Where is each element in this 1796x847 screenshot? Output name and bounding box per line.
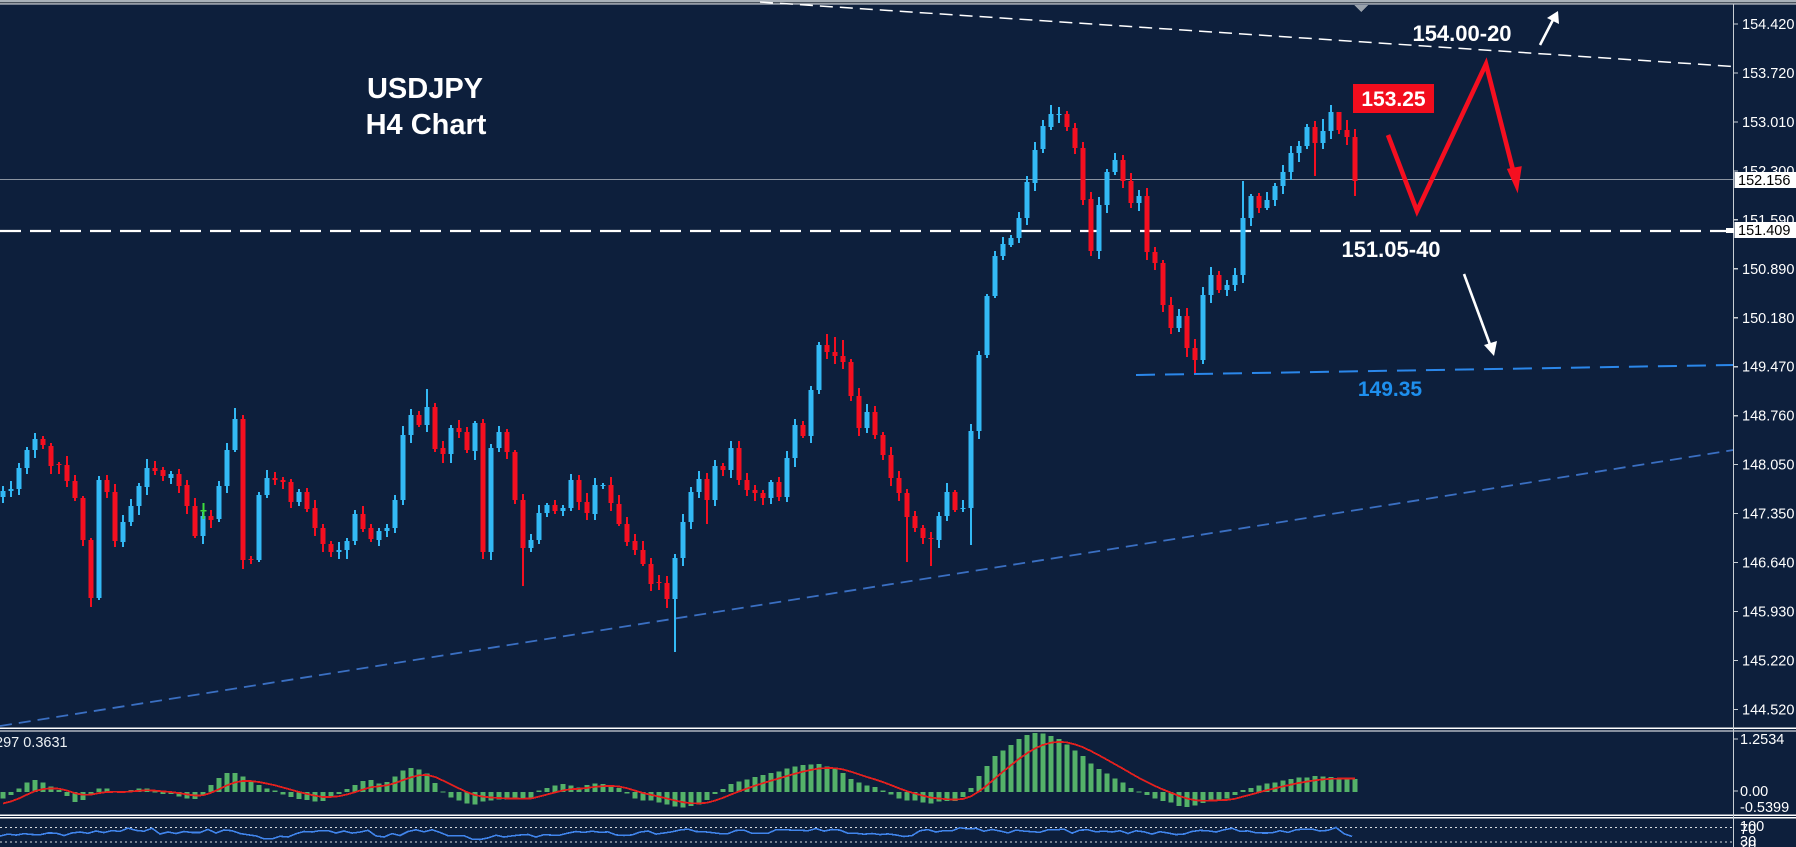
- svg-text:152.156: 152.156: [1738, 173, 1790, 189]
- svg-text:0.00: 0.00: [1740, 784, 1768, 800]
- svg-text:144.520: 144.520: [1742, 702, 1794, 718]
- svg-text:100: 100: [1740, 819, 1764, 835]
- svg-text:151.409: 151.409: [1738, 223, 1790, 239]
- svg-text:148.760: 148.760: [1742, 409, 1794, 425]
- svg-text:150.180: 150.180: [1742, 311, 1794, 327]
- svg-text:1.2534: 1.2534: [1740, 732, 1784, 748]
- svg-text:153.010: 153.010: [1742, 115, 1794, 131]
- svg-text:154.00-20: 154.00-20: [1412, 21, 1511, 46]
- svg-text:153.720: 153.720: [1742, 66, 1794, 82]
- svg-text:145.930: 145.930: [1742, 605, 1794, 621]
- svg-text:-0.5399: -0.5399: [1740, 800, 1789, 816]
- svg-text:150.890: 150.890: [1742, 262, 1794, 278]
- svg-text:148.050: 148.050: [1742, 458, 1794, 474]
- svg-text:149.470: 149.470: [1742, 360, 1794, 376]
- svg-text:H4 Chart: H4 Chart: [366, 109, 487, 141]
- svg-text:297 0.3631: 297 0.3631: [0, 735, 68, 751]
- svg-text:USDJPY: USDJPY: [367, 73, 483, 105]
- svg-text:145.220: 145.220: [1742, 654, 1794, 670]
- svg-text:30: 30: [1740, 834, 1756, 847]
- svg-text:151.05-40: 151.05-40: [1341, 237, 1440, 262]
- svg-text:20: 20: [1740, 838, 1756, 847]
- svg-text:153.25: 153.25: [1361, 88, 1426, 111]
- svg-text:149.35: 149.35: [1358, 378, 1423, 401]
- svg-text:147.350: 147.350: [1742, 507, 1794, 523]
- svg-text:70: 70: [1740, 822, 1756, 838]
- svg-text:154.420: 154.420: [1742, 17, 1794, 33]
- svg-text:146.640: 146.640: [1742, 556, 1794, 572]
